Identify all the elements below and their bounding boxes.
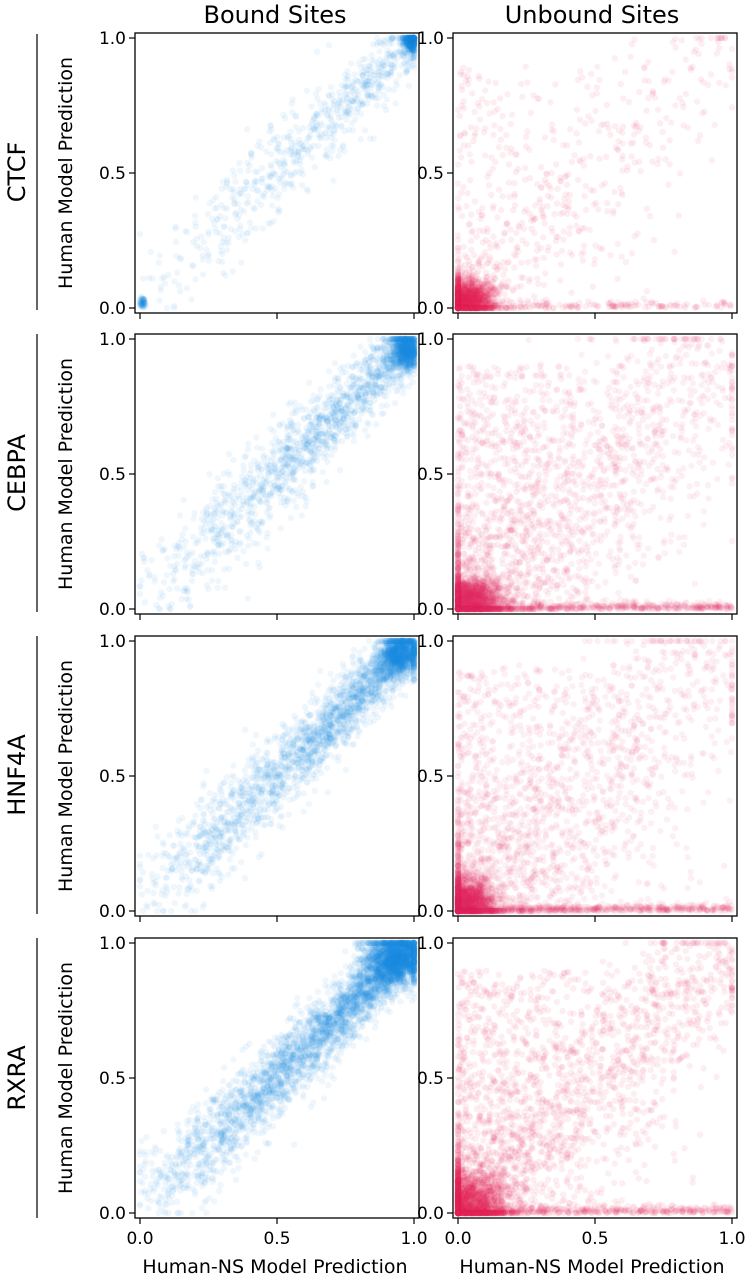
scatter-points [454, 637, 736, 915]
y-tick-label: 0.0 [99, 902, 126, 922]
panel-cebpa-bound: 0.0 0.5 1.0 Human Model Prediction [55, 330, 420, 620]
y-tick-label: 1.0 [99, 29, 126, 49]
panel-hnf4a-unbound: 0.0 0.5 1.0 [417, 632, 738, 922]
row-label-ctcf: CTCF [3, 142, 31, 203]
panel-rxra-unbound: 0.00.0 0.5 0.5 1.0 1.0 [417, 934, 745, 1249]
scatter-points [454, 335, 736, 613]
scatter-points [136, 335, 418, 613]
column-title-bound: Bound Sites [203, 1, 346, 29]
y-tick-label: 0.5 [99, 164, 126, 184]
y-tick-label: 0.0 [417, 600, 444, 620]
y-axis-label: Human Model Prediction [55, 358, 77, 590]
y-tick-label: 0.5 [99, 1069, 126, 1089]
y-axis-label: Human Model Prediction [55, 57, 77, 289]
x-tick-label: 1.0 [400, 1229, 427, 1249]
y-tick-label: 1.0 [417, 632, 444, 652]
row-label-hnf4a: HNF4A [3, 734, 31, 816]
row-label-cebpa: CEBPA [3, 434, 31, 512]
x-tick-label: 0.0 [126, 1229, 153, 1249]
y-tick-label: 1.0 [99, 632, 126, 652]
y-tick-label: 0.5 [417, 465, 444, 485]
panel-hnf4a-bound: 0.0 0.5 1.0 Human Model Prediction [55, 632, 420, 922]
x-tick-label: 1.0 [718, 1229, 745, 1249]
y-axis-label: Human Model Prediction [55, 962, 77, 1194]
y-tick-label: 1.0 [99, 934, 126, 954]
row-labels: CTCF CEBPA HNF4A RXRA [3, 34, 38, 1218]
y-tick-label: 0.0 [99, 1204, 126, 1224]
row-label-rxra: RXRA [3, 1045, 31, 1111]
panel-rxra-bound: 0.00.0 0.5 0.5 1.0 1.0 Human Model Prediction [55, 934, 428, 1249]
y-tick-label: 0.5 [99, 767, 126, 787]
y-tick-label: 1.0 [99, 330, 126, 350]
x-tick-label: 0.5 [581, 1229, 608, 1249]
y-axis-label: Human Model Prediction [55, 660, 77, 892]
y-tick-label: 0.5 [417, 1069, 444, 1089]
y-tick-label: 1.0 [417, 330, 444, 350]
column-headers: Bound Sites Unbound Sites [203, 1, 679, 29]
panel-cebpa-unbound: 0.0 0.5 1.0 [417, 330, 738, 620]
scatter-points [136, 637, 418, 915]
y-tick-label: 0.0 [417, 299, 444, 319]
x-tick-label: 0.0 [444, 1229, 471, 1249]
column-title-unbound: Unbound Sites [505, 1, 680, 29]
scatter-points [136, 939, 418, 1217]
scatter-points [136, 34, 418, 312]
y-tick-label: 0.0 [99, 299, 126, 319]
panel-ctcf-bound: 0.0 0.5 1.0 Human Model Prediction [55, 29, 420, 319]
y-tick-label: 0.0 [417, 1204, 444, 1224]
x-tick-label: 0.5 [263, 1229, 290, 1249]
y-tick-label: 0.0 [417, 902, 444, 922]
x-axis-label-unbound: Human-NS Model Prediction [459, 1256, 724, 1278]
y-tick-label: 0.5 [99, 465, 126, 485]
scatter-points [454, 34, 736, 312]
scatter-points [454, 939, 736, 1217]
y-tick-label: 1.0 [417, 934, 444, 954]
x-axis-label-bound: Human-NS Model Prediction [142, 1256, 407, 1278]
panel-ctcf-unbound: 0.0 0.5 1.0 [417, 29, 738, 319]
y-tick-label: 0.5 [417, 767, 444, 787]
y-tick-label: 1.0 [417, 29, 444, 49]
panels: 0.0 0.5 1.0 Human Model Prediction 0.0 0.5 1.0… [55, 29, 745, 1249]
y-tick-label: 0.0 [99, 600, 126, 620]
y-tick-label: 0.5 [417, 164, 444, 184]
x-axis-labels: Human-NS Model Prediction Human-NS Model… [142, 1256, 724, 1278]
